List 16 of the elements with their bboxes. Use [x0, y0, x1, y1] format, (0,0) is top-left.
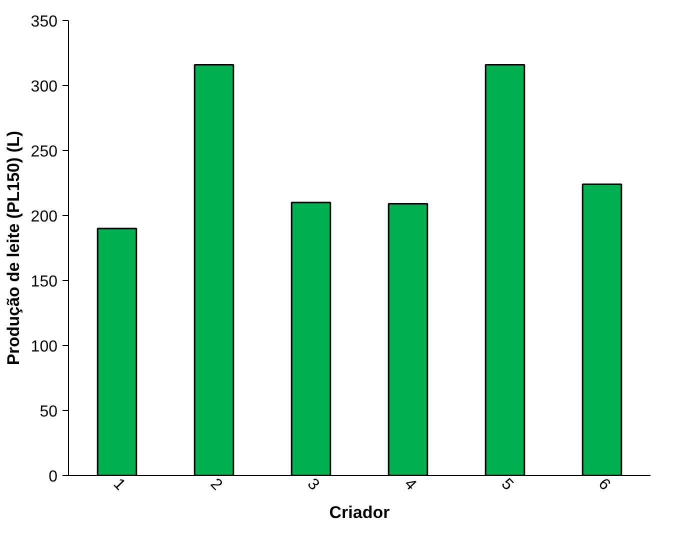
- y-tick-label: 200: [30, 208, 58, 226]
- x-tick-label: 6: [594, 476, 614, 494]
- y-tick-label: 300: [30, 78, 58, 96]
- y-tick-label: 0: [48, 468, 58, 486]
- y-axis-title: Produção de leite (PL150) (L): [4, 130, 23, 366]
- y-tick-label: 150: [30, 274, 58, 290]
- y-tick-label: 350: [30, 14, 58, 30]
- x-tick-label: 2: [206, 476, 226, 494]
- y-tick-label: 250: [30, 144, 58, 160]
- x-tick-label: 4: [400, 476, 420, 494]
- x-tick-label: 1: [110, 476, 128, 494]
- x-tick-label: 3: [304, 476, 322, 494]
- y-tick-label: 100: [30, 338, 58, 356]
- x-axis-title: Criador: [329, 503, 390, 522]
- x-tick-label: 5: [498, 476, 516, 494]
- y-tick-label: 50: [40, 404, 58, 420]
